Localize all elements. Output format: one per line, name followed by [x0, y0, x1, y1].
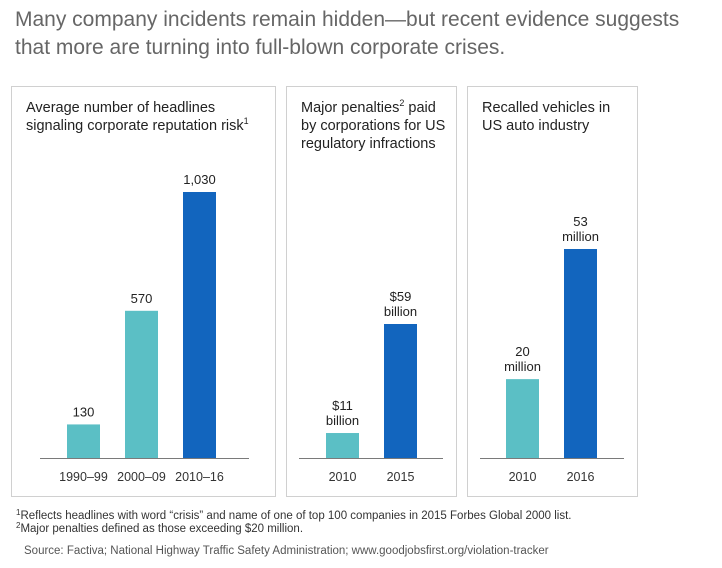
data-label: 1,030 [183, 172, 216, 187]
x-tick-label: 2015 [387, 470, 415, 484]
panel-title-text-rest: paid by corporations for US regulatory i… [301, 100, 446, 152]
panel-title-text: Recalled vehicles in US auto industry [482, 100, 611, 134]
headline: Many company incidents remain hidden—but… [15, 8, 680, 59]
source-note: Source: Factiva; National Highway Traffi… [24, 545, 549, 557]
footnote-text: Major penalties defined as those exceedi… [20, 523, 304, 535]
bar-recalls-2010 [506, 379, 539, 458]
panel-title-recalls: Recalled vehicles in US auto industry [482, 99, 617, 135]
data-label: 20 [515, 344, 529, 359]
x-tick-label: 2010 [509, 470, 537, 484]
bar-chart-headlines: 130 1990–99 570 2000–09 1,030 2010–16 [40, 172, 249, 484]
data-label: 53 [573, 214, 587, 229]
footnote-1: 1Reflects headlines with word “crisis” a… [16, 509, 571, 523]
bar-headlines-1990–99 [67, 424, 100, 458]
bar-recalls-2016 [564, 249, 597, 458]
panel-title-penalties: Major penalties2 paid by corporations fo… [301, 99, 448, 153]
panel-title-text: Average number of headlines signaling co… [26, 100, 244, 134]
data-label: $11 [332, 398, 353, 413]
bar-penalties-2015 [384, 324, 417, 458]
x-tick-label: 2010–16 [175, 470, 224, 484]
x-tick-label: 2000–09 [117, 470, 166, 484]
bar-penalties-2010 [326, 433, 359, 458]
x-tick-label: 2010 [329, 470, 357, 484]
data-label: 130 [73, 404, 95, 419]
chart-panel-penalties: Major penalties2 paid by corporations fo… [286, 86, 457, 497]
bar-headlines-2000–09 [125, 310, 158, 458]
x-tick-label: 1990–99 [59, 470, 108, 484]
footnote-marker: 2 [399, 98, 405, 108]
footnote-marker: 2 [16, 521, 21, 530]
data-label: billion [384, 304, 417, 319]
chart-panel-recalls: Recalled vehicles in US auto industry 20… [467, 86, 638, 497]
panel-title-headlines: Average number of headlines signaling co… [26, 99, 267, 135]
footnote-text: Reflects headlines with word “crisis” an… [20, 510, 572, 522]
footnote-marker: 1 [16, 508, 21, 517]
bar-headlines-2010–16 [183, 192, 216, 458]
footnote-marker: 1 [243, 116, 249, 126]
data-label: 570 [131, 291, 153, 306]
footnote-2: 2Major penalties defined as those exceed… [16, 522, 303, 536]
chart-panel-headlines: Average number of headlines signaling co… [11, 86, 276, 497]
data-label: billion [326, 413, 359, 428]
data-label: million [504, 359, 541, 374]
panel-title-text: Major penalties [301, 100, 400, 116]
data-label: $59 [390, 289, 412, 304]
data-label: million [562, 229, 599, 244]
x-tick-label: 2016 [567, 470, 595, 484]
